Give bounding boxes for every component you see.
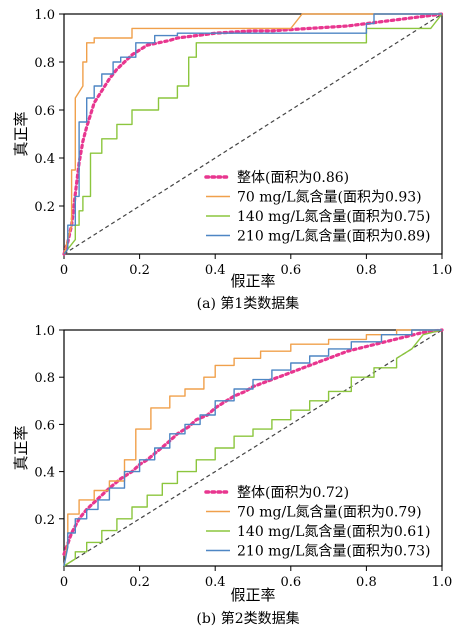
chart-a-y-tick-label: 0.2 <box>34 200 55 215</box>
chart-a-x-tick-label: 1.0 <box>432 263 453 278</box>
chart-a-x-tick-label: 0.4 <box>205 263 226 278</box>
chart-a-y-axis-label: 真正率 <box>12 111 30 156</box>
chart-a-legend-label-2: 70 mg/L氮含量(面积为0.93) <box>237 190 422 206</box>
chart-b-x-tick-label: 1.0 <box>432 575 453 590</box>
chart-b-series-line-2 <box>63 329 442 567</box>
chart-b-x-tick-label: 0.6 <box>280 575 301 590</box>
chart-b-x-tick-label: 0 <box>60 575 68 590</box>
chart-b-diagonal-line <box>63 329 443 567</box>
chart-a-legend-label-1: 整体(面积为0.86) <box>237 170 349 186</box>
chart-a-series-line-2 <box>63 13 442 255</box>
chart-b-x-tick-label: 0.8 <box>356 575 377 590</box>
chart-b-series-line-3 <box>63 329 443 567</box>
chart-b-y-axis-label: 真正率 <box>12 425 30 470</box>
chart-a-x-tick-label: 0.8 <box>356 263 377 278</box>
chart-b-caption: (b) 第2类数据集 <box>196 610 299 627</box>
chart-a-series-line-4 <box>63 13 442 255</box>
chart-a-diagonal-line <box>63 13 443 255</box>
chart-b-y-tick-label: 0.2 <box>34 513 55 528</box>
chart-b-legend-label-1: 整体(面积为0.72) <box>237 485 349 501</box>
chart-b-legend-label-4: 210 mg/L氮含量(面积为0.73) <box>237 544 431 560</box>
chart-a-y-tick-label: 0.4 <box>34 152 55 167</box>
chart-b-y-tick-label: 1.0 <box>34 324 55 339</box>
chart-b-x-axis-label: 假正率 <box>230 586 275 604</box>
chart-b-x-tick-label: 0.2 <box>129 575 150 590</box>
chart-b-x-tick-label: 0.4 <box>205 575 226 590</box>
chart-b-y-tick-label: 0.8 <box>34 371 55 386</box>
chart-a-y-tick-label: 0.8 <box>34 56 55 71</box>
chart-b-series-line-1 <box>62 328 444 556</box>
chart-a-x-axis-label: 假正率 <box>230 272 275 290</box>
chart-a-caption: (a) 第1类数据集 <box>197 295 300 312</box>
chart-b-y-tick-label: 0.4 <box>34 466 55 481</box>
chart-b-legend-label-2: 70 mg/L氮含量(面积为0.79) <box>237 505 422 521</box>
chart-a-x-tick-label: 0.2 <box>129 263 150 278</box>
chart-a-y-tick-label: 0.6 <box>34 104 55 119</box>
chart-a-series-line-3 <box>63 13 443 255</box>
chart-a-plot-frame <box>63 13 443 255</box>
chart-b-legend-label-3: 140 mg/L氮含量(面积为0.61) <box>237 524 431 540</box>
chart-b-y-tick-label: 0.6 <box>34 418 55 433</box>
chart-a-legend-label-4: 210 mg/L氮含量(面积为0.89) <box>237 229 431 245</box>
chart-a-x-tick-label: 0.6 <box>280 263 301 278</box>
chart-a-series-line-1 <box>62 12 444 256</box>
chart-a-y-tick-label: 1.0 <box>34 8 55 23</box>
chart-a-legend-label-3: 140 mg/L氮含量(面积为0.75) <box>237 209 431 225</box>
chart-a-x-tick-label: 0 <box>60 263 68 278</box>
chart-b-series-line-4 <box>63 329 442 567</box>
chart-b-plot-frame <box>63 329 443 567</box>
